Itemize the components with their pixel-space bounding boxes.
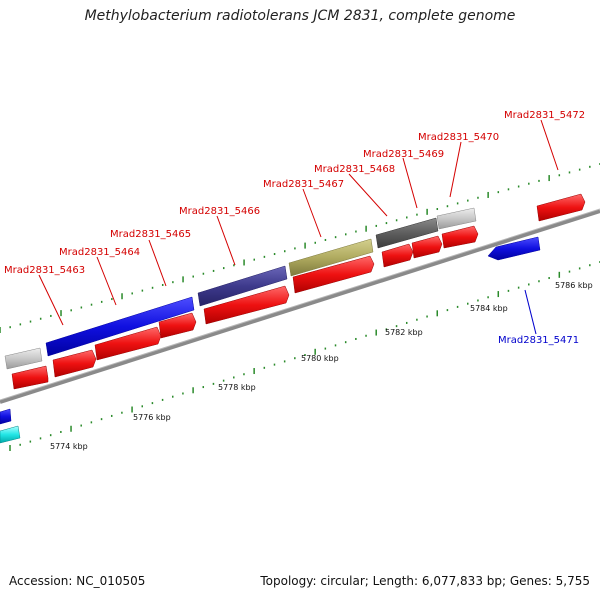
gene-arrow-red[interactable] (158, 312, 197, 339)
gene-label[interactable]: Mrad2831_5470 (418, 132, 499, 143)
gene-label[interactable]: Mrad2831_5464 (59, 247, 140, 258)
gene-track-forward (11, 193, 586, 390)
gene-arrow-red[interactable] (203, 285, 290, 325)
genome-backbone (0, 209, 600, 404)
gene-arrow-blue-left[interactable] (487, 236, 541, 261)
gene-arrow-cyan-edge[interactable] (0, 425, 21, 444)
kbp-label: 5780 kbp (301, 354, 339, 363)
gene-arrow-red[interactable] (292, 255, 375, 294)
gene-arrow-blue[interactable] (45, 296, 195, 357)
kbp-labels: 5774 kbp 5776 kbp 5778 kbp 5780 kbp 5782… (50, 281, 593, 451)
kbp-label: 5786 kbp (555, 281, 593, 290)
gene-track-upper (4, 207, 541, 370)
leader-lines (38, 119, 559, 335)
kbp-label: 5778 kbp (218, 383, 256, 392)
gene-arrow-red[interactable] (536, 193, 586, 222)
genome-summary-text: Topology: circular; Length: 6,077,833 bp… (260, 574, 590, 588)
gene-arrow-red[interactable] (94, 326, 162, 361)
gene-arrow-navy[interactable] (197, 265, 288, 307)
gene-label[interactable]: Mrad2831_5471 (498, 335, 579, 346)
kbp-label: 5782 kbp (385, 328, 423, 337)
gene-label[interactable]: Mrad2831_5463 (4, 265, 85, 276)
gene-arrow-darkgray[interactable] (375, 217, 439, 249)
kbp-label: 5784 kbp (470, 304, 508, 313)
gene-label[interactable]: Mrad2831_5466 (179, 206, 260, 217)
gene-arrow-red[interactable] (441, 225, 479, 249)
gene-labels: Mrad2831_5463 Mrad2831_5464 Mrad2831_546… (4, 110, 585, 346)
gene-label[interactable]: Mrad2831_5469 (363, 149, 444, 160)
gene-arrow-gray[interactable] (4, 347, 43, 370)
gene-arrow-lightgray[interactable] (436, 207, 477, 230)
gene-arrow-red[interactable] (11, 365, 49, 390)
gene-arrow-red[interactable] (411, 235, 443, 259)
kbp-label: 5774 kbp (50, 442, 88, 451)
gene-label[interactable]: Mrad2831_5468 (314, 164, 395, 175)
tick-row-lower (9, 261, 600, 451)
genome-title: Methylobacterium radiotolerans JCM 2831,… (84, 8, 516, 24)
gene-arrow-red[interactable] (381, 243, 414, 268)
tick-row-upper (0, 163, 600, 333)
kbp-label: 5776 kbp (133, 413, 171, 422)
gene-arrow-red[interactable] (52, 349, 97, 378)
gene-label[interactable]: Mrad2831_5472 (504, 110, 585, 121)
accession-text: Accession: NC_010505 (9, 574, 146, 588)
gene-arrow-blue-edge[interactable] (0, 408, 12, 425)
genome-backbone-highlight (0, 208, 600, 401)
gene-arrow-olive[interactable] (288, 238, 374, 277)
gene-label[interactable]: Mrad2831_5467 (263, 179, 344, 190)
gene-label[interactable]: Mrad2831_5465 (110, 229, 191, 240)
